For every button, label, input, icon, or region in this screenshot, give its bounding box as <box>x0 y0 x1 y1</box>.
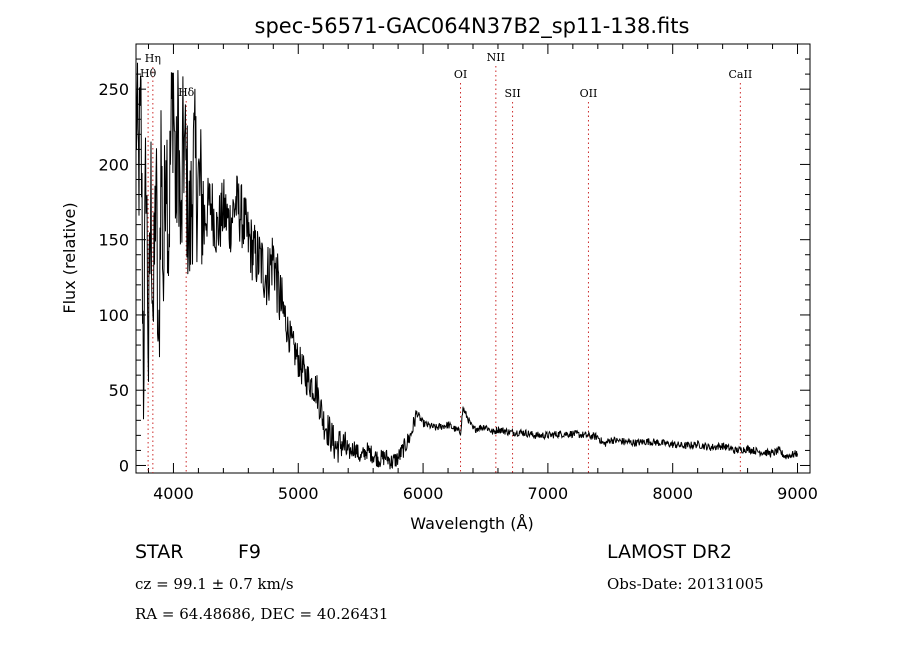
y-tick-label: 0 <box>119 456 129 475</box>
y-tick-label: 250 <box>98 80 129 99</box>
y-axis-label: Flux (relative) <box>60 202 79 313</box>
spectral-line-label: Hη <box>145 52 161 65</box>
plot-frame <box>135 43 811 474</box>
x-tick-label: 5000 <box>278 484 319 503</box>
spectrum-line <box>135 62 798 470</box>
spectral-line-label: Hδ <box>178 86 195 99</box>
plot-axes: 4000 5000 6000 7000 8000 9000 0 50 100 150 200 250 <box>98 43 818 503</box>
x-tick-label: 7000 <box>528 484 569 503</box>
spectral-line-label: OI <box>454 68 467 81</box>
spectral-line-label: SII <box>504 87 520 100</box>
observation-date: Obs-Date: 20131005 <box>607 575 764 593</box>
object-class: STAR <box>135 541 184 563</box>
spectrum-series <box>135 62 798 470</box>
spectral-line-label: CaII <box>729 68 753 81</box>
spectral-line-label: Hθ <box>140 67 157 80</box>
chart-title: spec-56571-GAC064N37B2_sp11-138.fits <box>255 14 690 39</box>
x-tick-label: 9000 <box>777 484 818 503</box>
y-tick-label: 200 <box>98 155 129 174</box>
x-tick-label: 6000 <box>403 484 444 503</box>
survey-name: LAMOST DR2 <box>607 541 732 563</box>
spectral-line-label: OII <box>580 87 598 100</box>
y-tick-label: 50 <box>109 381 129 400</box>
spectral-line-markers: Hη Hθ Hδ OI NII SII OII CaII <box>140 51 752 473</box>
y-tick-label: 100 <box>98 306 129 325</box>
redshift-velocity: cz = 99.1 ± 0.7 km/s <box>135 575 294 593</box>
y-tick-label: 150 <box>98 231 129 250</box>
spectral-line-label: NII <box>487 51 505 64</box>
x-tick-label: 8000 <box>652 484 693 503</box>
x-tick-label: 4000 <box>153 484 194 503</box>
object-subclass: F9 <box>238 541 262 563</box>
sky-coordinates: RA = 64.48686, DEC = 40.26431 <box>135 605 389 623</box>
x-axis-label: Wavelength (Å) <box>410 514 533 533</box>
